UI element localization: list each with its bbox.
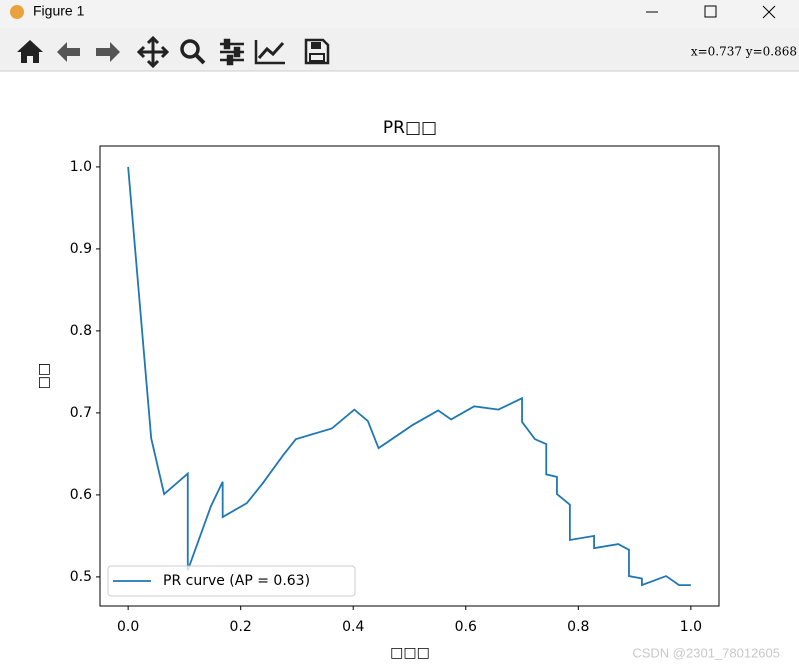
save-button[interactable] bbox=[304, 38, 330, 65]
data-line bbox=[127, 166, 691, 587]
y-tick-label: 0.5 bbox=[70, 569, 92, 585]
y-tick-label: 0.7 bbox=[70, 405, 92, 421]
forward-button[interactable] bbox=[96, 42, 120, 62]
edit-axes-button[interactable] bbox=[254, 40, 285, 65]
chart-title: PR□□ bbox=[383, 118, 437, 138]
pan-button[interactable] bbox=[136, 35, 170, 69]
app-icon bbox=[10, 5, 24, 19]
toolbar bbox=[0, 28, 799, 71]
cursor-coords: x=0.737 y=0.868 bbox=[691, 45, 797, 59]
x-tick-label: 0.8 bbox=[567, 619, 589, 635]
configure-button[interactable] bbox=[220, 38, 244, 66]
home-button[interactable] bbox=[17, 40, 43, 63]
y-tick-label: 0.8 bbox=[70, 323, 92, 339]
zoom-button[interactable] bbox=[180, 39, 206, 65]
plot-frame bbox=[99, 145, 720, 607]
watermark: CSDN @2301_78012605 bbox=[632, 645, 780, 660]
y-axis-label: □□ bbox=[36, 363, 52, 389]
x-tick-label: 0.4 bbox=[342, 619, 364, 635]
x-tick-label: 1.0 bbox=[680, 619, 702, 635]
y-tick-label: 0.6 bbox=[70, 487, 92, 503]
legend-label: PR curve (AP = 0.63) bbox=[163, 573, 310, 589]
title-bar bbox=[0, 0, 799, 28]
y-tick-label: 0.9 bbox=[70, 241, 92, 257]
maximize-button[interactable] bbox=[704, 5, 717, 18]
window-title: Figure 1 bbox=[33, 3, 85, 19]
x-axis-label: □□□ bbox=[390, 645, 430, 661]
x-tick-label: 0.6 bbox=[455, 619, 477, 635]
close-button[interactable] bbox=[762, 5, 776, 19]
back-button[interactable] bbox=[57, 42, 80, 62]
x-tick-label: 0.0 bbox=[117, 619, 139, 635]
y-tick-label: 1.0 bbox=[70, 159, 92, 175]
x-tick-label: 0.2 bbox=[230, 619, 252, 635]
legend-box bbox=[107, 565, 356, 597]
